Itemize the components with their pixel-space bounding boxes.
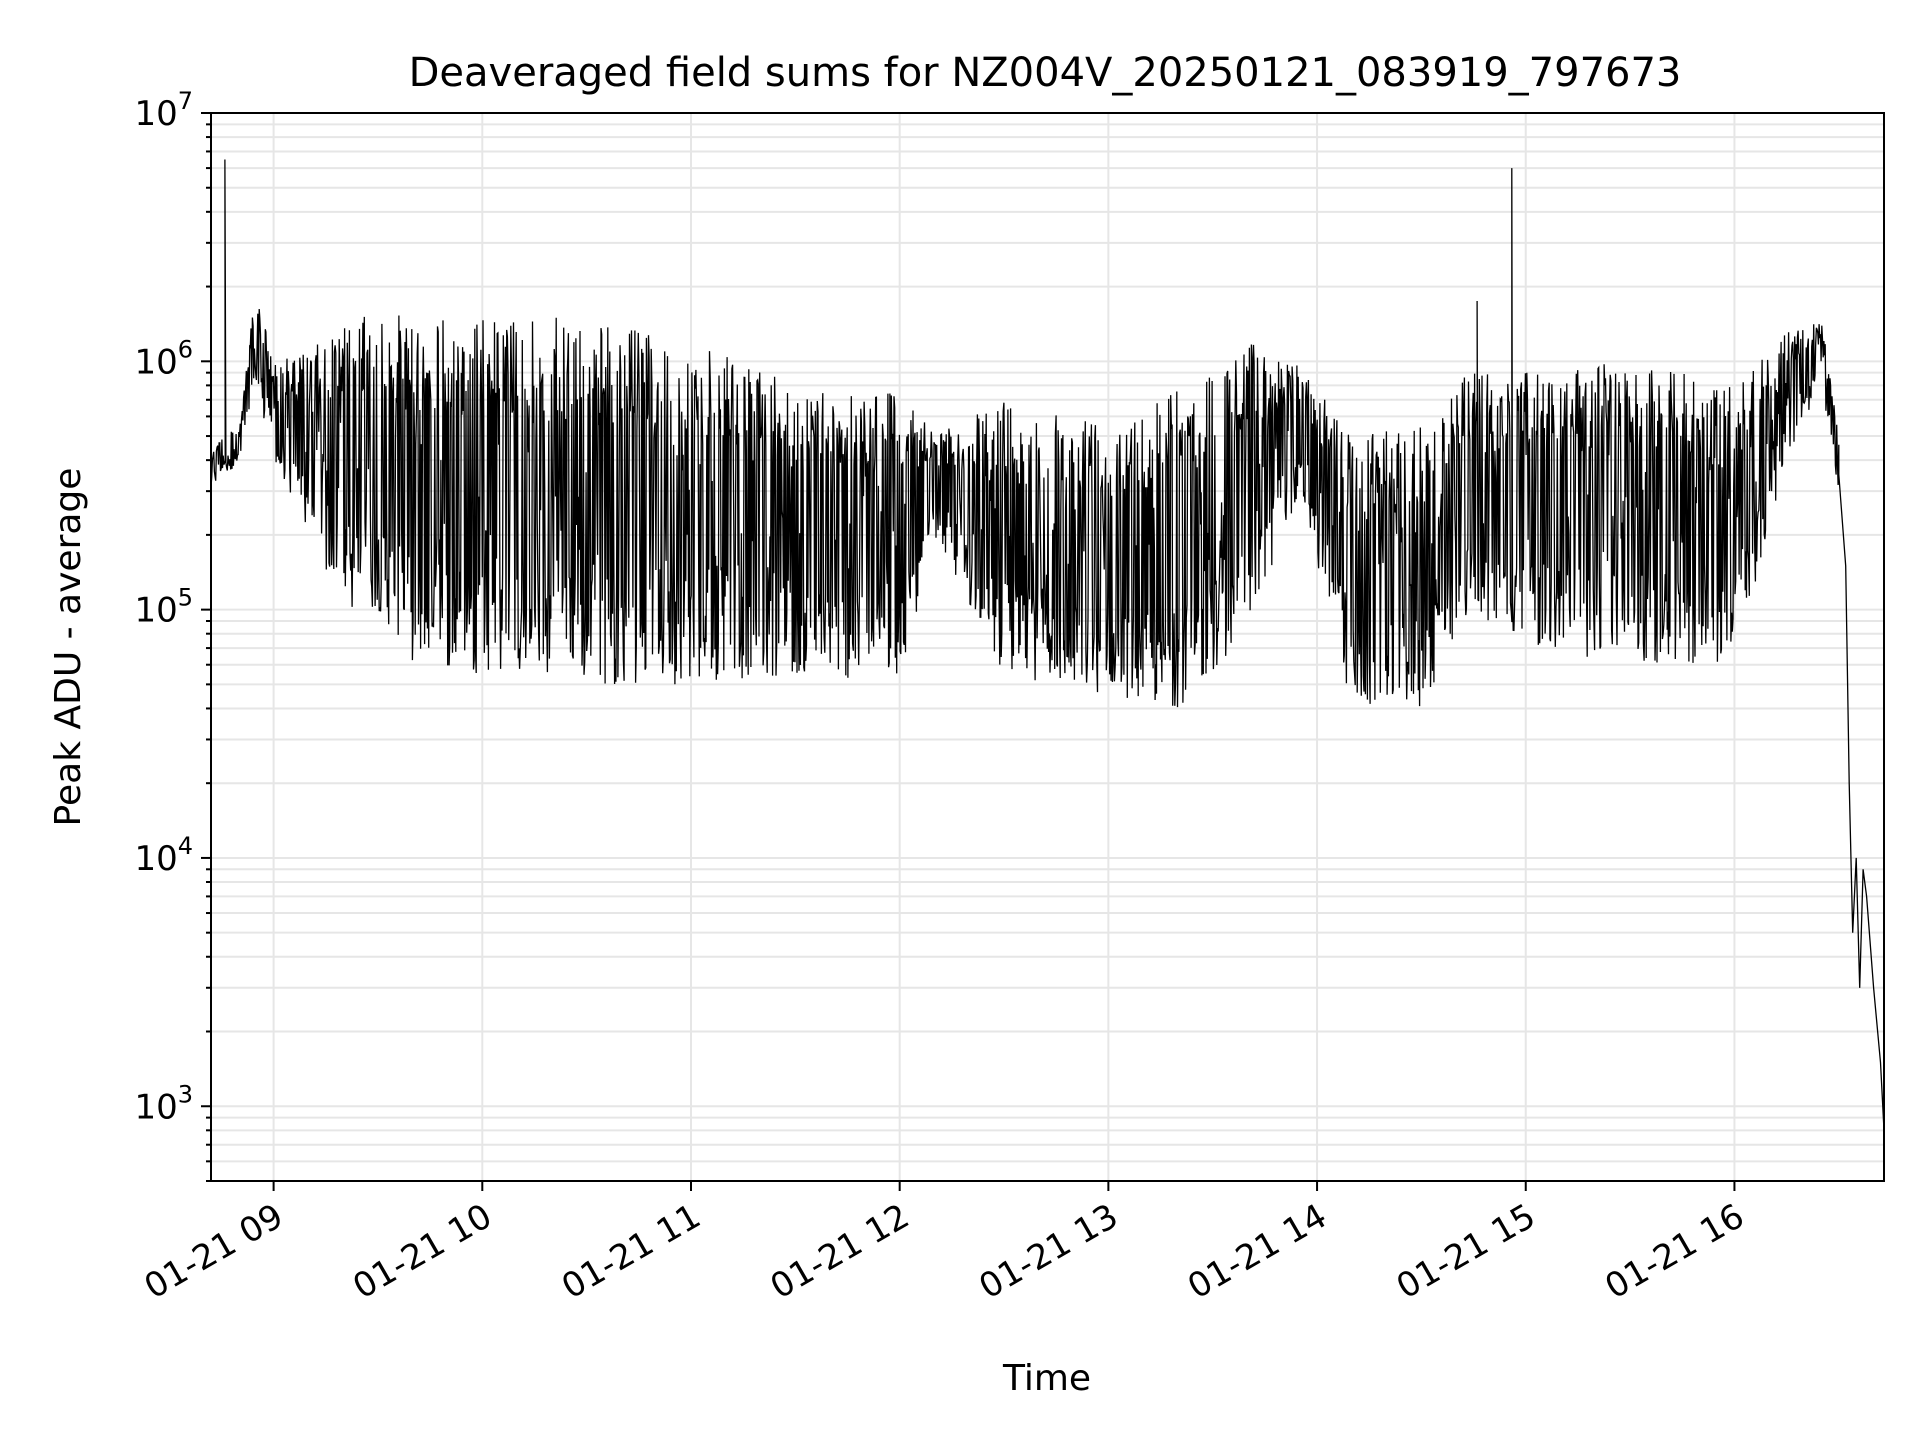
- x-axis-label: Time: [1002, 1358, 1091, 1399]
- x-tick-label: 01-21 13: [972, 1196, 1124, 1307]
- x-tick-label: 01-21 11: [555, 1196, 707, 1307]
- x-tick-label: 01-21 10: [346, 1196, 498, 1307]
- y-tick-label: 107: [134, 87, 193, 134]
- x-tick-label: 01-21 09: [138, 1196, 290, 1307]
- y-tick-layer: 103 104 105 106 107: [134, 87, 211, 1182]
- plot-frame: [210, 112, 1885, 1182]
- series-line: [210, 159, 1885, 1131]
- x-tick-label: 01-21 14: [1181, 1196, 1333, 1307]
- series-layer: [210, 159, 1885, 1131]
- y-tick-label: 104: [134, 832, 193, 879]
- x-tick-label: 01-21 15: [1390, 1196, 1542, 1307]
- x-tick-label: 01-21 16: [1599, 1196, 1751, 1307]
- chart-title: Deaveraged field sums for NZ004V_2025012…: [409, 50, 1682, 96]
- y-axis-label: Peak ADU - average: [48, 468, 89, 827]
- y-tick-label: 106: [134, 335, 193, 382]
- y-tick-label: 105: [134, 584, 193, 631]
- y-tick-label: 103: [134, 1080, 193, 1127]
- x-tick-label: 01-21 12: [764, 1196, 916, 1307]
- x-tick-layer: 01-21 09 01-21 10 01-21 11 01-21 12 01-21 13…: [138, 1181, 1751, 1307]
